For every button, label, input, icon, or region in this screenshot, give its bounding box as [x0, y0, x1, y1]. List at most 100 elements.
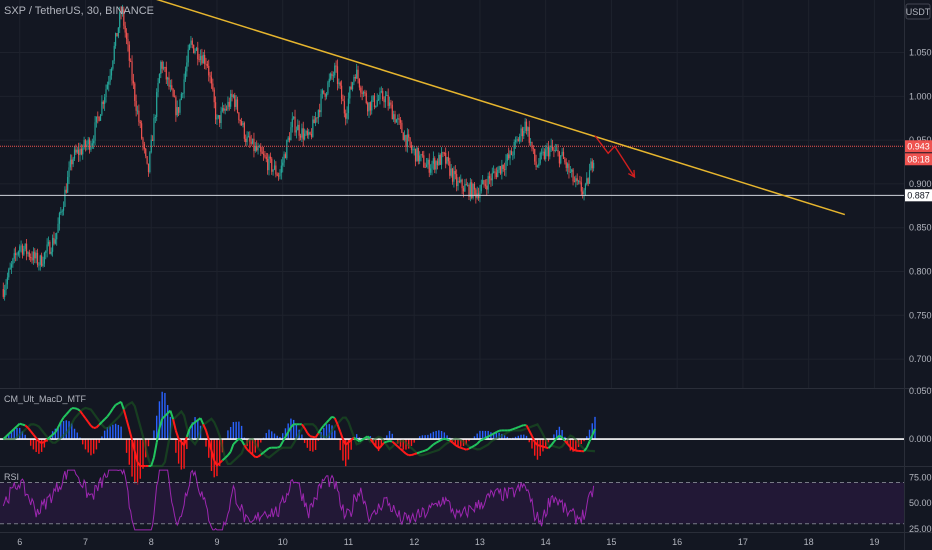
candle-body: [106, 84, 108, 90]
macd-line-segment: [76, 408, 81, 412]
macd-line-segment: [389, 439, 393, 443]
rsi-pane[interactable]: [0, 468, 904, 531]
candle-body: [431, 163, 433, 169]
candle-body: [47, 241, 50, 245]
macd-line-segment: [95, 424, 100, 429]
macd-line-segment: [246, 448, 251, 453]
macd-histogram-bar: [517, 435, 519, 440]
macd-line-segment: [158, 418, 164, 429]
candle-body: [34, 251, 36, 259]
candle-body: [535, 161, 537, 167]
candle-body: [279, 172, 281, 177]
macd-pane-title[interactable]: CM_Ult_MacD_MTF: [4, 394, 87, 404]
candle-body: [331, 73, 333, 76]
macd-line-segment: [533, 441, 539, 446]
macd-line-segment: [525, 424, 531, 432]
macd-line-segment: [301, 423, 306, 429]
candle-body: [354, 76, 356, 79]
macd-line-segment: [383, 440, 388, 444]
candle-body: [267, 159, 269, 171]
candle-body: [513, 141, 515, 155]
candle-body: [209, 75, 211, 78]
time-tick-label: 9: [214, 537, 219, 547]
candle-body: [31, 257, 33, 261]
candle-body: [276, 174, 278, 176]
macd-line-segment: [424, 448, 429, 452]
descending-trendline[interactable]: [145, 0, 846, 216]
rsi-axis[interactable]: 75.00 50.00 25.00: [909, 472, 932, 534]
time-axis[interactable]: 6 7 8 9 10 11 12 13 14 15 16 17 18 19: [17, 537, 879, 547]
macd-histogram-bar: [325, 424, 328, 440]
candle-body: [291, 118, 293, 128]
macd-histogram-bar: [180, 439, 183, 470]
candle-body: [213, 89, 215, 103]
macd-line-segment: [569, 446, 574, 451]
candle-body: [390, 102, 392, 105]
candle-body: [13, 253, 15, 259]
macd-pane[interactable]: [0, 391, 904, 486]
candle-body: [246, 136, 248, 143]
candle-body: [165, 67, 167, 80]
macd-histogram-bar: [279, 436, 281, 440]
candle-body: [590, 161, 592, 171]
macd-histogram-bar: [583, 439, 585, 442]
macd-histogram-bar: [268, 429, 270, 440]
candle-body: [465, 184, 467, 186]
time-tick-label: 10: [278, 537, 288, 547]
candle-body: [420, 154, 422, 156]
macd-line-segment: [314, 432, 320, 439]
price-axis[interactable]: 1.050 1.000 0.950 0.900 0.850 0.800 0.750 0.700: [909, 48, 932, 365]
candle-body: [493, 171, 495, 173]
macd-line-segment: [290, 423, 295, 428]
candle-body: [295, 130, 298, 133]
candle-body: [82, 148, 84, 155]
candle-body: [45, 251, 47, 253]
macd-line-segment: [449, 439, 454, 444]
macd-line-segment: [235, 437, 240, 443]
macd-histogram-bar: [257, 439, 259, 448]
time-tick-label: 6: [17, 537, 22, 547]
price-tick-label: 1.050: [909, 48, 932, 58]
candle-body: [94, 122, 96, 141]
macd-line-segment: [172, 419, 177, 431]
candle-body: [467, 185, 469, 186]
symbol-title[interactable]: SXP / TetherUS, 30, BINANCE: [4, 5, 154, 17]
macd-histogram-bar: [566, 439, 569, 444]
candle-body: [435, 161, 437, 170]
macd-histogram-bar: [90, 439, 92, 456]
candle-body: [302, 128, 304, 140]
macd-axis[interactable]: 0.050 0.000: [909, 386, 932, 444]
currency-button[interactable]: USDT: [905, 3, 931, 20]
macd-histogram-bar: [473, 436, 476, 440]
candle-body: [439, 154, 441, 165]
macd-histogram-bar: [531, 439, 533, 449]
candle-body: [294, 116, 296, 133]
main-pane[interactable]: [0, 0, 904, 388]
macd-histogram-bar: [402, 439, 404, 450]
macd-line-segment: [312, 435, 316, 439]
macd-line-segment: [84, 417, 90, 423]
candle-body: [50, 251, 52, 254]
price-tick-label: 0.950: [909, 135, 932, 145]
time-tick-label: 17: [738, 537, 748, 547]
candle-body: [220, 111, 222, 124]
macd-line-segment: [210, 450, 216, 461]
rsi-pane-title[interactable]: RSI: [4, 472, 19, 482]
macd-line-segment: [5, 433, 10, 438]
price-tick-label: 0.900: [909, 179, 932, 189]
candle-body: [224, 108, 226, 111]
candle-body: [586, 178, 588, 185]
macd-line-segment: [229, 443, 235, 453]
projection-arrow[interactable]: [594, 135, 636, 178]
candle-body: [479, 191, 481, 198]
candle-body: [236, 99, 239, 113]
candle-body: [558, 151, 560, 164]
macd-line-segment: [515, 426, 519, 430]
support-level-badge: 0.887: [905, 189, 932, 202]
candle-body: [193, 44, 195, 53]
candle-body: [158, 74, 161, 84]
candle-body: [71, 159, 73, 165]
candle-body: [383, 99, 385, 103]
